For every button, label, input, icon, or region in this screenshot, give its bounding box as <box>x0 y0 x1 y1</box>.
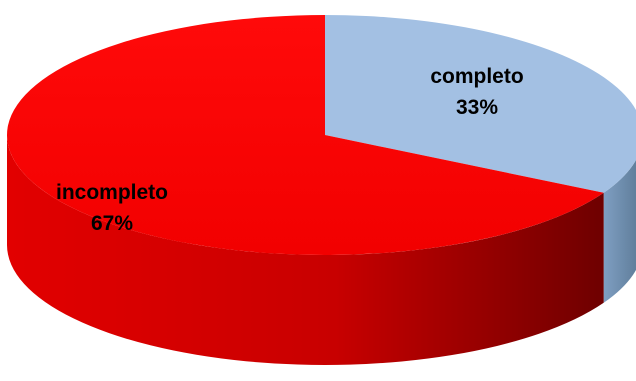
pie-tops <box>7 15 636 256</box>
pie-sides <box>6 135 636 366</box>
slice-label-incompleto: incompleto <box>56 181 168 204</box>
pie-slice-completo <box>325 15 636 193</box>
pie-side-incompleto <box>6 135 604 366</box>
pie-slice-incompleto <box>7 15 604 256</box>
pie-side-completo <box>603 159 636 303</box>
slice-value-completo: 33% <box>456 96 498 119</box>
slice-label-completo: completo <box>430 65 523 88</box>
slice-value-incompleto: 67% <box>91 212 133 235</box>
